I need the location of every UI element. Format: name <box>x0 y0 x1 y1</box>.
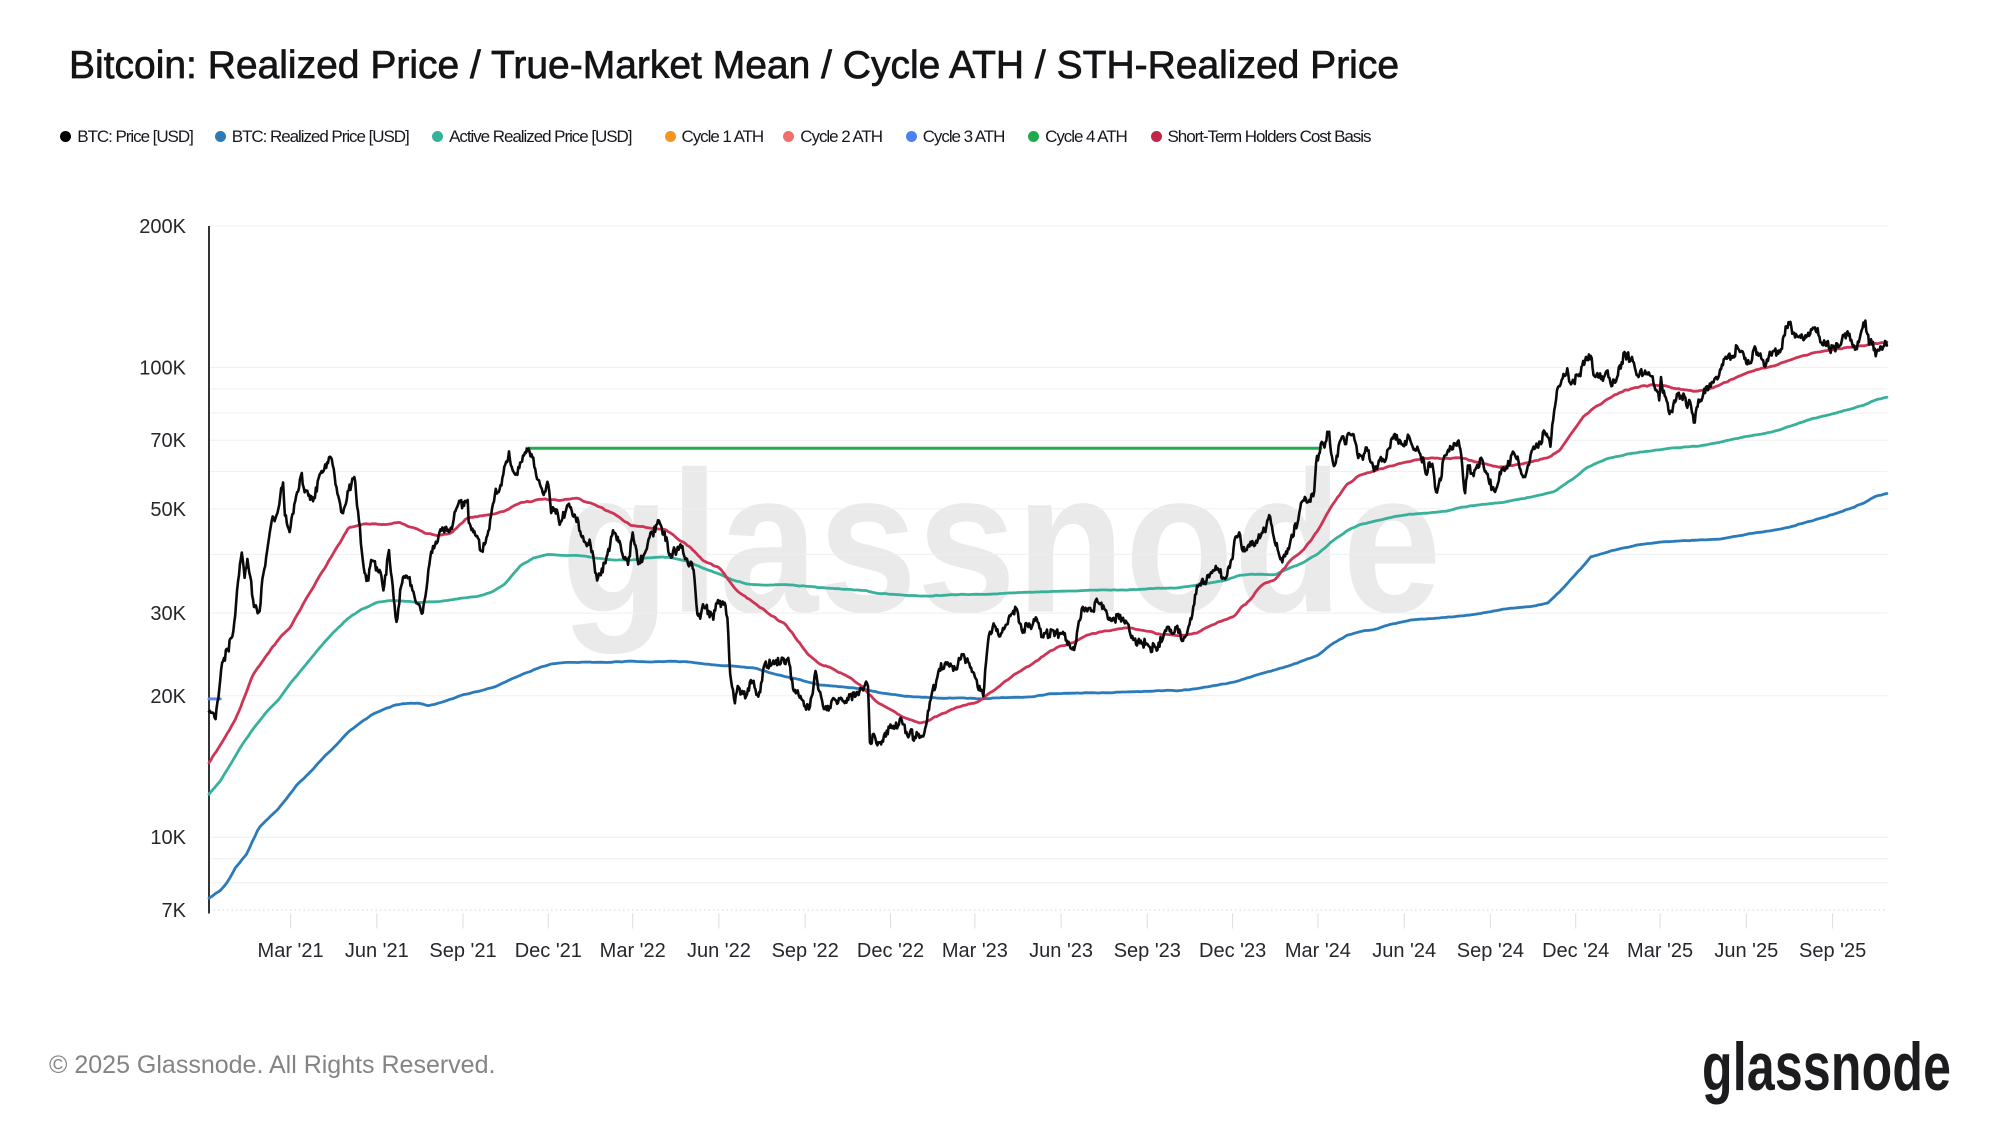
svg-text:Mar '21: Mar '21 <box>258 940 324 962</box>
svg-text:Mar '24: Mar '24 <box>1285 940 1351 962</box>
svg-text:200K: 200K <box>139 216 186 238</box>
svg-text:Mar '25: Mar '25 <box>1627 940 1693 962</box>
svg-text:Jun '25: Jun '25 <box>1714 940 1778 962</box>
svg-text:Dec '24: Dec '24 <box>1542 940 1609 962</box>
svg-text:70K: 70K <box>150 430 186 452</box>
svg-text:Sep '22: Sep '22 <box>772 940 839 962</box>
svg-text:10K: 10K <box>150 827 186 849</box>
svg-text:100K: 100K <box>139 357 186 379</box>
svg-text:Jun '22: Jun '22 <box>687 940 751 962</box>
svg-text:Jun '23: Jun '23 <box>1029 940 1093 962</box>
svg-text:50K: 50K <box>150 499 186 521</box>
svg-text:Sep '21: Sep '21 <box>429 940 496 962</box>
svg-text:Dec '22: Dec '22 <box>857 940 924 962</box>
svg-text:Mar '22: Mar '22 <box>600 940 666 962</box>
svg-text:Jun '24: Jun '24 <box>1372 940 1436 962</box>
svg-text:Dec '23: Dec '23 <box>1199 940 1266 962</box>
svg-text:Dec '21: Dec '21 <box>515 940 582 962</box>
svg-text:Sep '24: Sep '24 <box>1457 940 1524 962</box>
svg-text:20K: 20K <box>150 686 186 708</box>
svg-text:Mar '23: Mar '23 <box>942 940 1008 962</box>
svg-text:7K: 7K <box>162 900 187 922</box>
svg-text:Jun '21: Jun '21 <box>345 940 409 962</box>
svg-text:Sep '25: Sep '25 <box>1799 940 1866 962</box>
svg-text:30K: 30K <box>150 603 186 625</box>
svg-text:Sep '23: Sep '23 <box>1114 940 1181 962</box>
